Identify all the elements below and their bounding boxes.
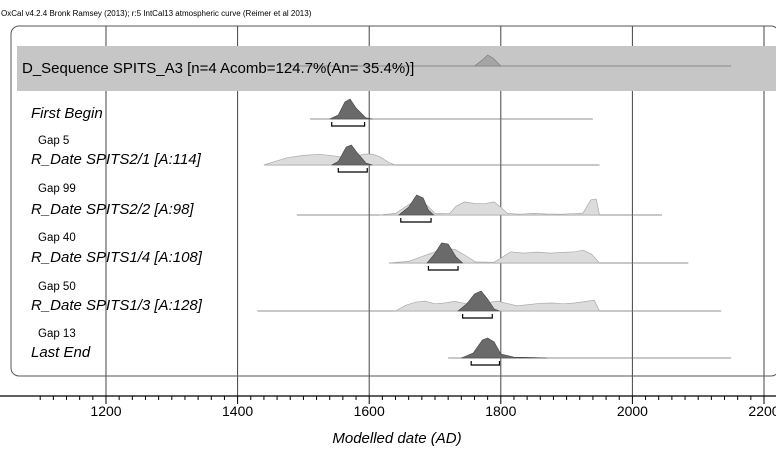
- row-label: First Begin: [31, 105, 103, 122]
- hpd-bracket: [400, 218, 432, 223]
- prior-distribution: [263, 153, 396, 166]
- posterior-distribution: [397, 194, 435, 216]
- posterior-distribution: [461, 337, 547, 359]
- gap-label: Gap 5: [38, 135, 69, 147]
- gap-label: Gap 40: [38, 232, 76, 244]
- sequence-row: First Begin: [31, 98, 593, 127]
- sequence-title: D_Sequence SPITS_A3 [n=4 Acomb=124.7%(An…: [22, 60, 414, 77]
- posterior-distribution: [329, 98, 373, 120]
- row-label: R_Date SPITS1/4 [A:108]: [31, 249, 203, 266]
- posterior-distribution: [457, 290, 500, 312]
- hpd-bracket: [427, 266, 459, 271]
- row-label: R_Date SPITS1/3 [A:128]: [31, 297, 203, 314]
- software-header: OxCal v4.2.4 Bronk Ramsey (2013); r:5 In…: [1, 9, 312, 18]
- prior-distribution: [388, 248, 601, 264]
- sequence-row: R_Date SPITS1/3 [A:128]: [31, 290, 722, 319]
- x-axis: 1200 1400 1600 1800 2000 2200: [39, 396, 776, 419]
- sequence-row: Last End: [31, 337, 732, 366]
- sequence-distribution: [283, 54, 732, 67]
- sequence-bar: [17, 46, 776, 91]
- x-axis-title: Modelled date (AD): [332, 430, 461, 447]
- tick-label: 2000: [617, 403, 648, 419]
- tick-label: 1800: [485, 403, 516, 419]
- sequence-row: R_Date SPITS2/2 [A:98]: [31, 194, 663, 223]
- sequence-frame: [10, 25, 776, 377]
- sequence-row: R_Date SPITS1/4 [A:108]: [31, 242, 689, 271]
- posterior-distribution: [426, 242, 464, 264]
- sequence-row: R_Date SPITS2/1 [A:114]: [31, 144, 600, 173]
- hpd-bracket: [331, 122, 366, 127]
- posterior-distribution: [331, 144, 373, 166]
- hpd-bracket: [462, 314, 493, 319]
- tick-label: 1200: [90, 403, 121, 419]
- gap-label: Gap 13: [38, 328, 76, 340]
- gap-label: Gap 99: [38, 183, 76, 195]
- sequence-rows: First Begin Gap 5 R_Date SPITS2/1 [A:114] G…: [31, 98, 732, 366]
- prior-distribution: [394, 299, 601, 312]
- row-label: Last End: [31, 344, 91, 361]
- gap-label: Gap 50: [38, 281, 76, 293]
- tick-label: 2200: [748, 403, 776, 419]
- hpd-bracket: [470, 361, 501, 366]
- sequence-peak: [473, 54, 502, 67]
- row-label: R_Date SPITS2/2 [A:98]: [31, 201, 194, 218]
- hpd-bracket: [337, 168, 368, 173]
- row-label: R_Date SPITS2/1 [A:114]: [31, 151, 202, 168]
- tick-label: 1400: [222, 403, 253, 419]
- tick-label: 1600: [354, 403, 385, 419]
